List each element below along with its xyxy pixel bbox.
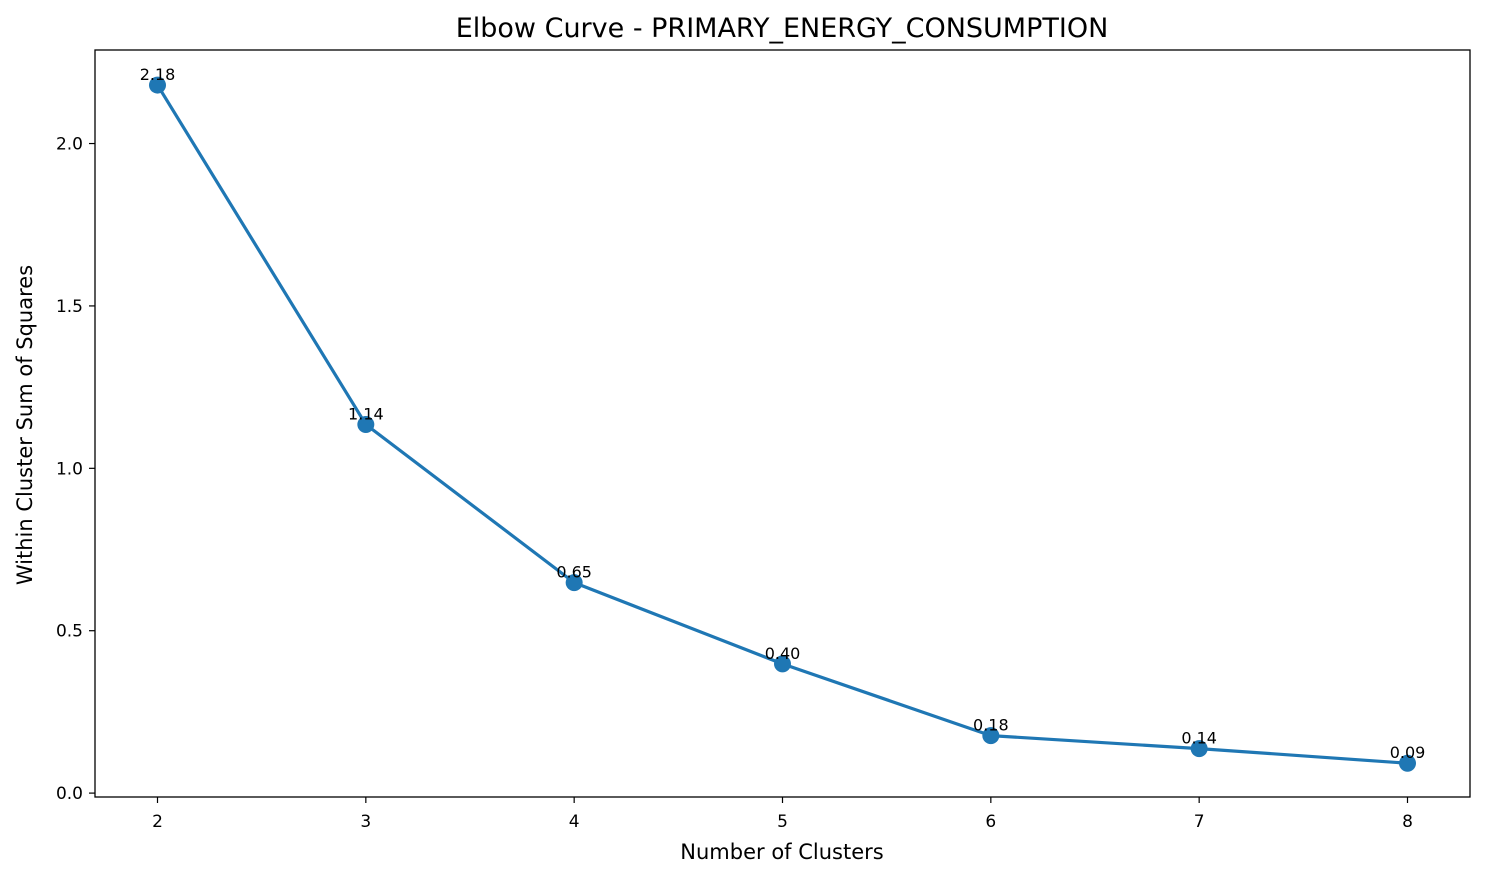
data-label: 0.65 — [556, 563, 592, 582]
x-tick-label: 2 — [152, 812, 163, 832]
x-tick-label: 4 — [569, 812, 580, 832]
data-point — [149, 76, 166, 94]
data-point — [982, 727, 1000, 745]
data-label: 0.09 — [1390, 743, 1426, 762]
y-tick-label: 1.0 — [56, 459, 83, 479]
y-tick-label: 2.0 — [56, 135, 83, 155]
data-point — [1399, 754, 1416, 772]
data-point — [774, 655, 791, 673]
y-axis-ticks: 0.0 0.5 1.0 1.5 2.0 — [56, 135, 95, 804]
data-label: 0.14 — [1181, 729, 1217, 748]
x-axis-ticks: 2 3 4 5 6 7 8 — [152, 797, 1413, 832]
data-label: 2.18 — [140, 65, 176, 84]
x-tick-label: 8 — [1402, 812, 1413, 832]
series-layer: 2.18 1.14 0.65 0.40 0.18 0.14 0.09 — [140, 65, 1426, 772]
x-tick-label: 6 — [985, 812, 996, 832]
data-label: 0.18 — [973, 716, 1009, 735]
y-tick-label: 1.5 — [56, 297, 83, 317]
x-tick-label: 3 — [360, 812, 371, 832]
y-tick-label: 0.0 — [56, 784, 83, 804]
data-label: 0.40 — [765, 644, 801, 663]
chart-title: Elbow Curve - PRIMARY_ENERGY_CONSUMPTION — [456, 13, 1109, 44]
x-tick-label: 5 — [777, 812, 788, 832]
y-axis-label: Within Cluster Sum of Squares — [13, 265, 37, 585]
data-label: 1.14 — [348, 404, 384, 423]
data-point — [565, 574, 583, 592]
x-tick-label: 7 — [1194, 812, 1205, 832]
data-point — [357, 415, 375, 433]
x-axis-label: Number of Clusters — [680, 840, 883, 864]
data-point — [1190, 740, 1208, 758]
plot-area-frame — [94, 49, 1471, 798]
y-tick-label: 0.5 — [56, 622, 83, 642]
